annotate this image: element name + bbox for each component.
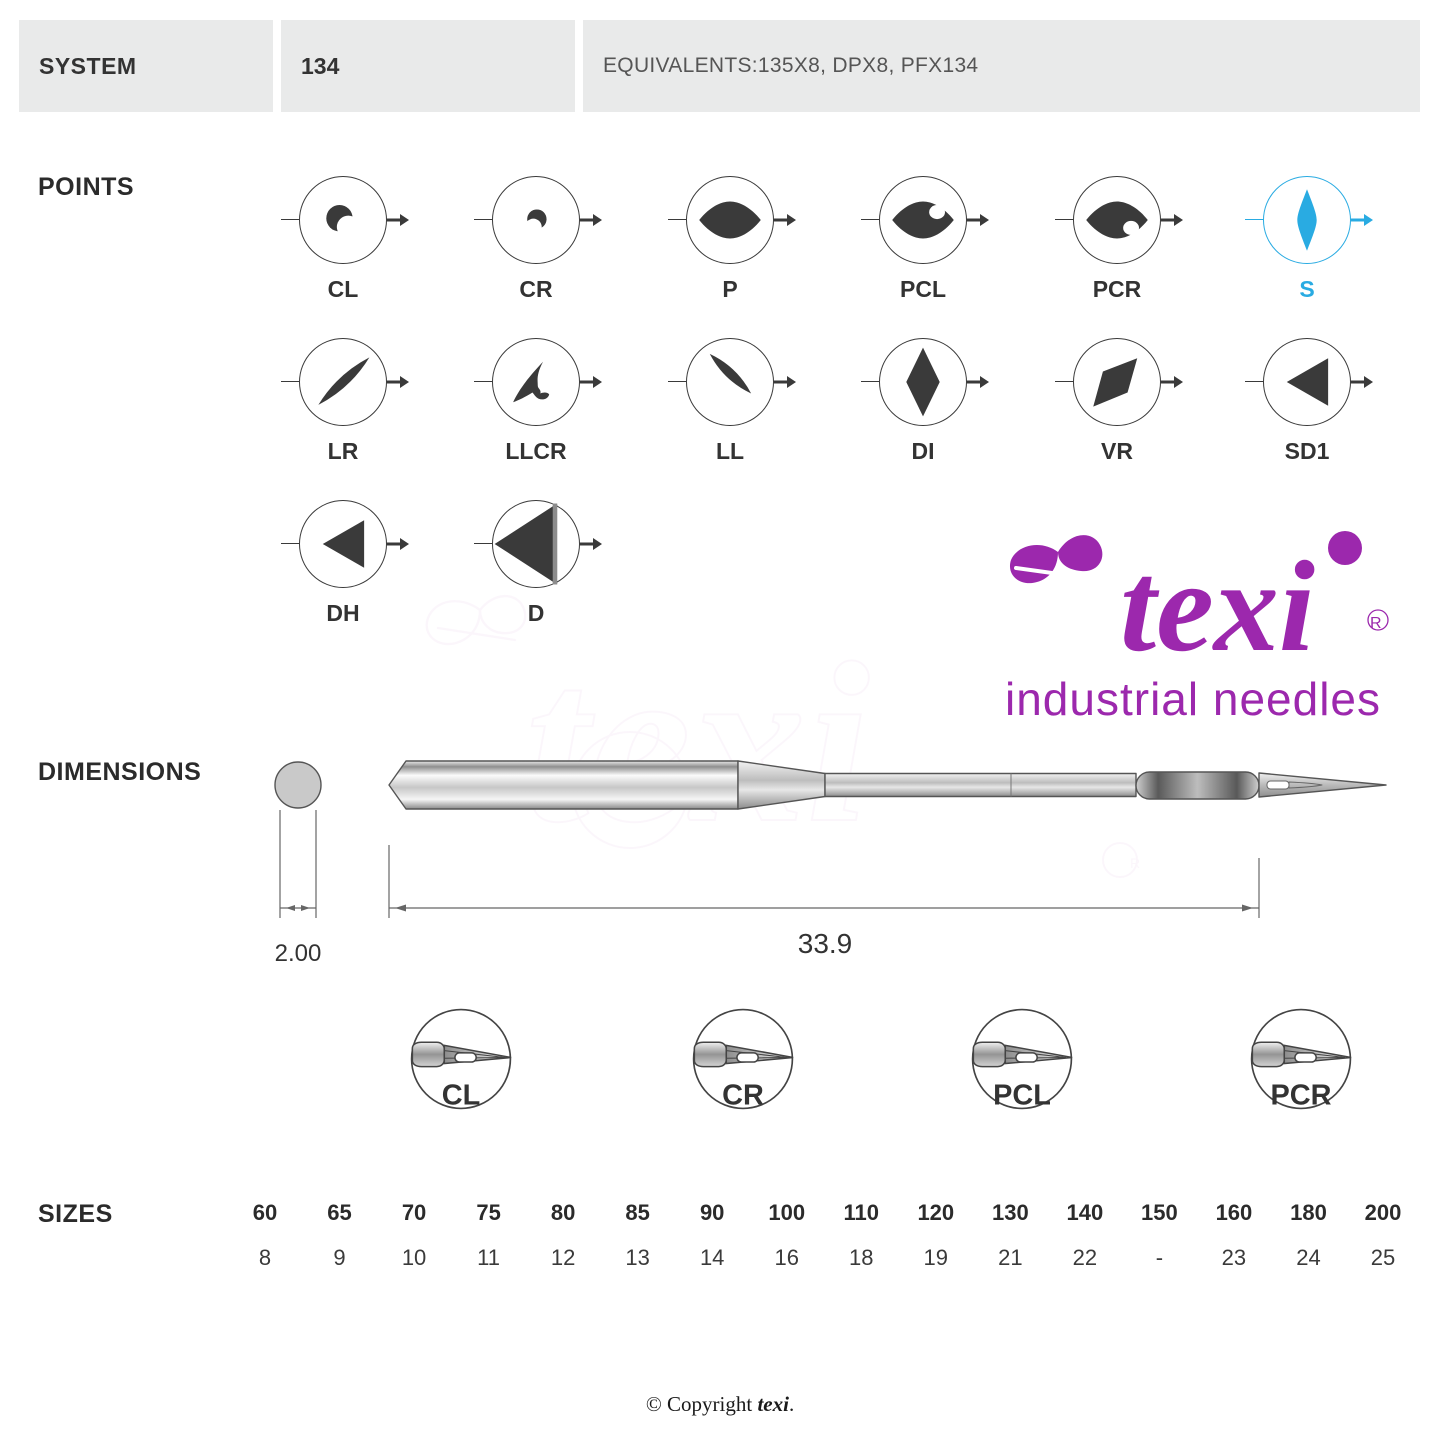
svg-text:CL: CL: [442, 1080, 481, 1112]
svg-text:texi: texi: [1120, 535, 1315, 679]
svg-text:CR: CR: [722, 1080, 764, 1112]
svg-text:PCR: PCR: [1271, 1080, 1332, 1112]
svg-text:industrial needles: industrial needles: [1005, 673, 1381, 725]
svg-text:PCL: PCL: [993, 1080, 1051, 1112]
